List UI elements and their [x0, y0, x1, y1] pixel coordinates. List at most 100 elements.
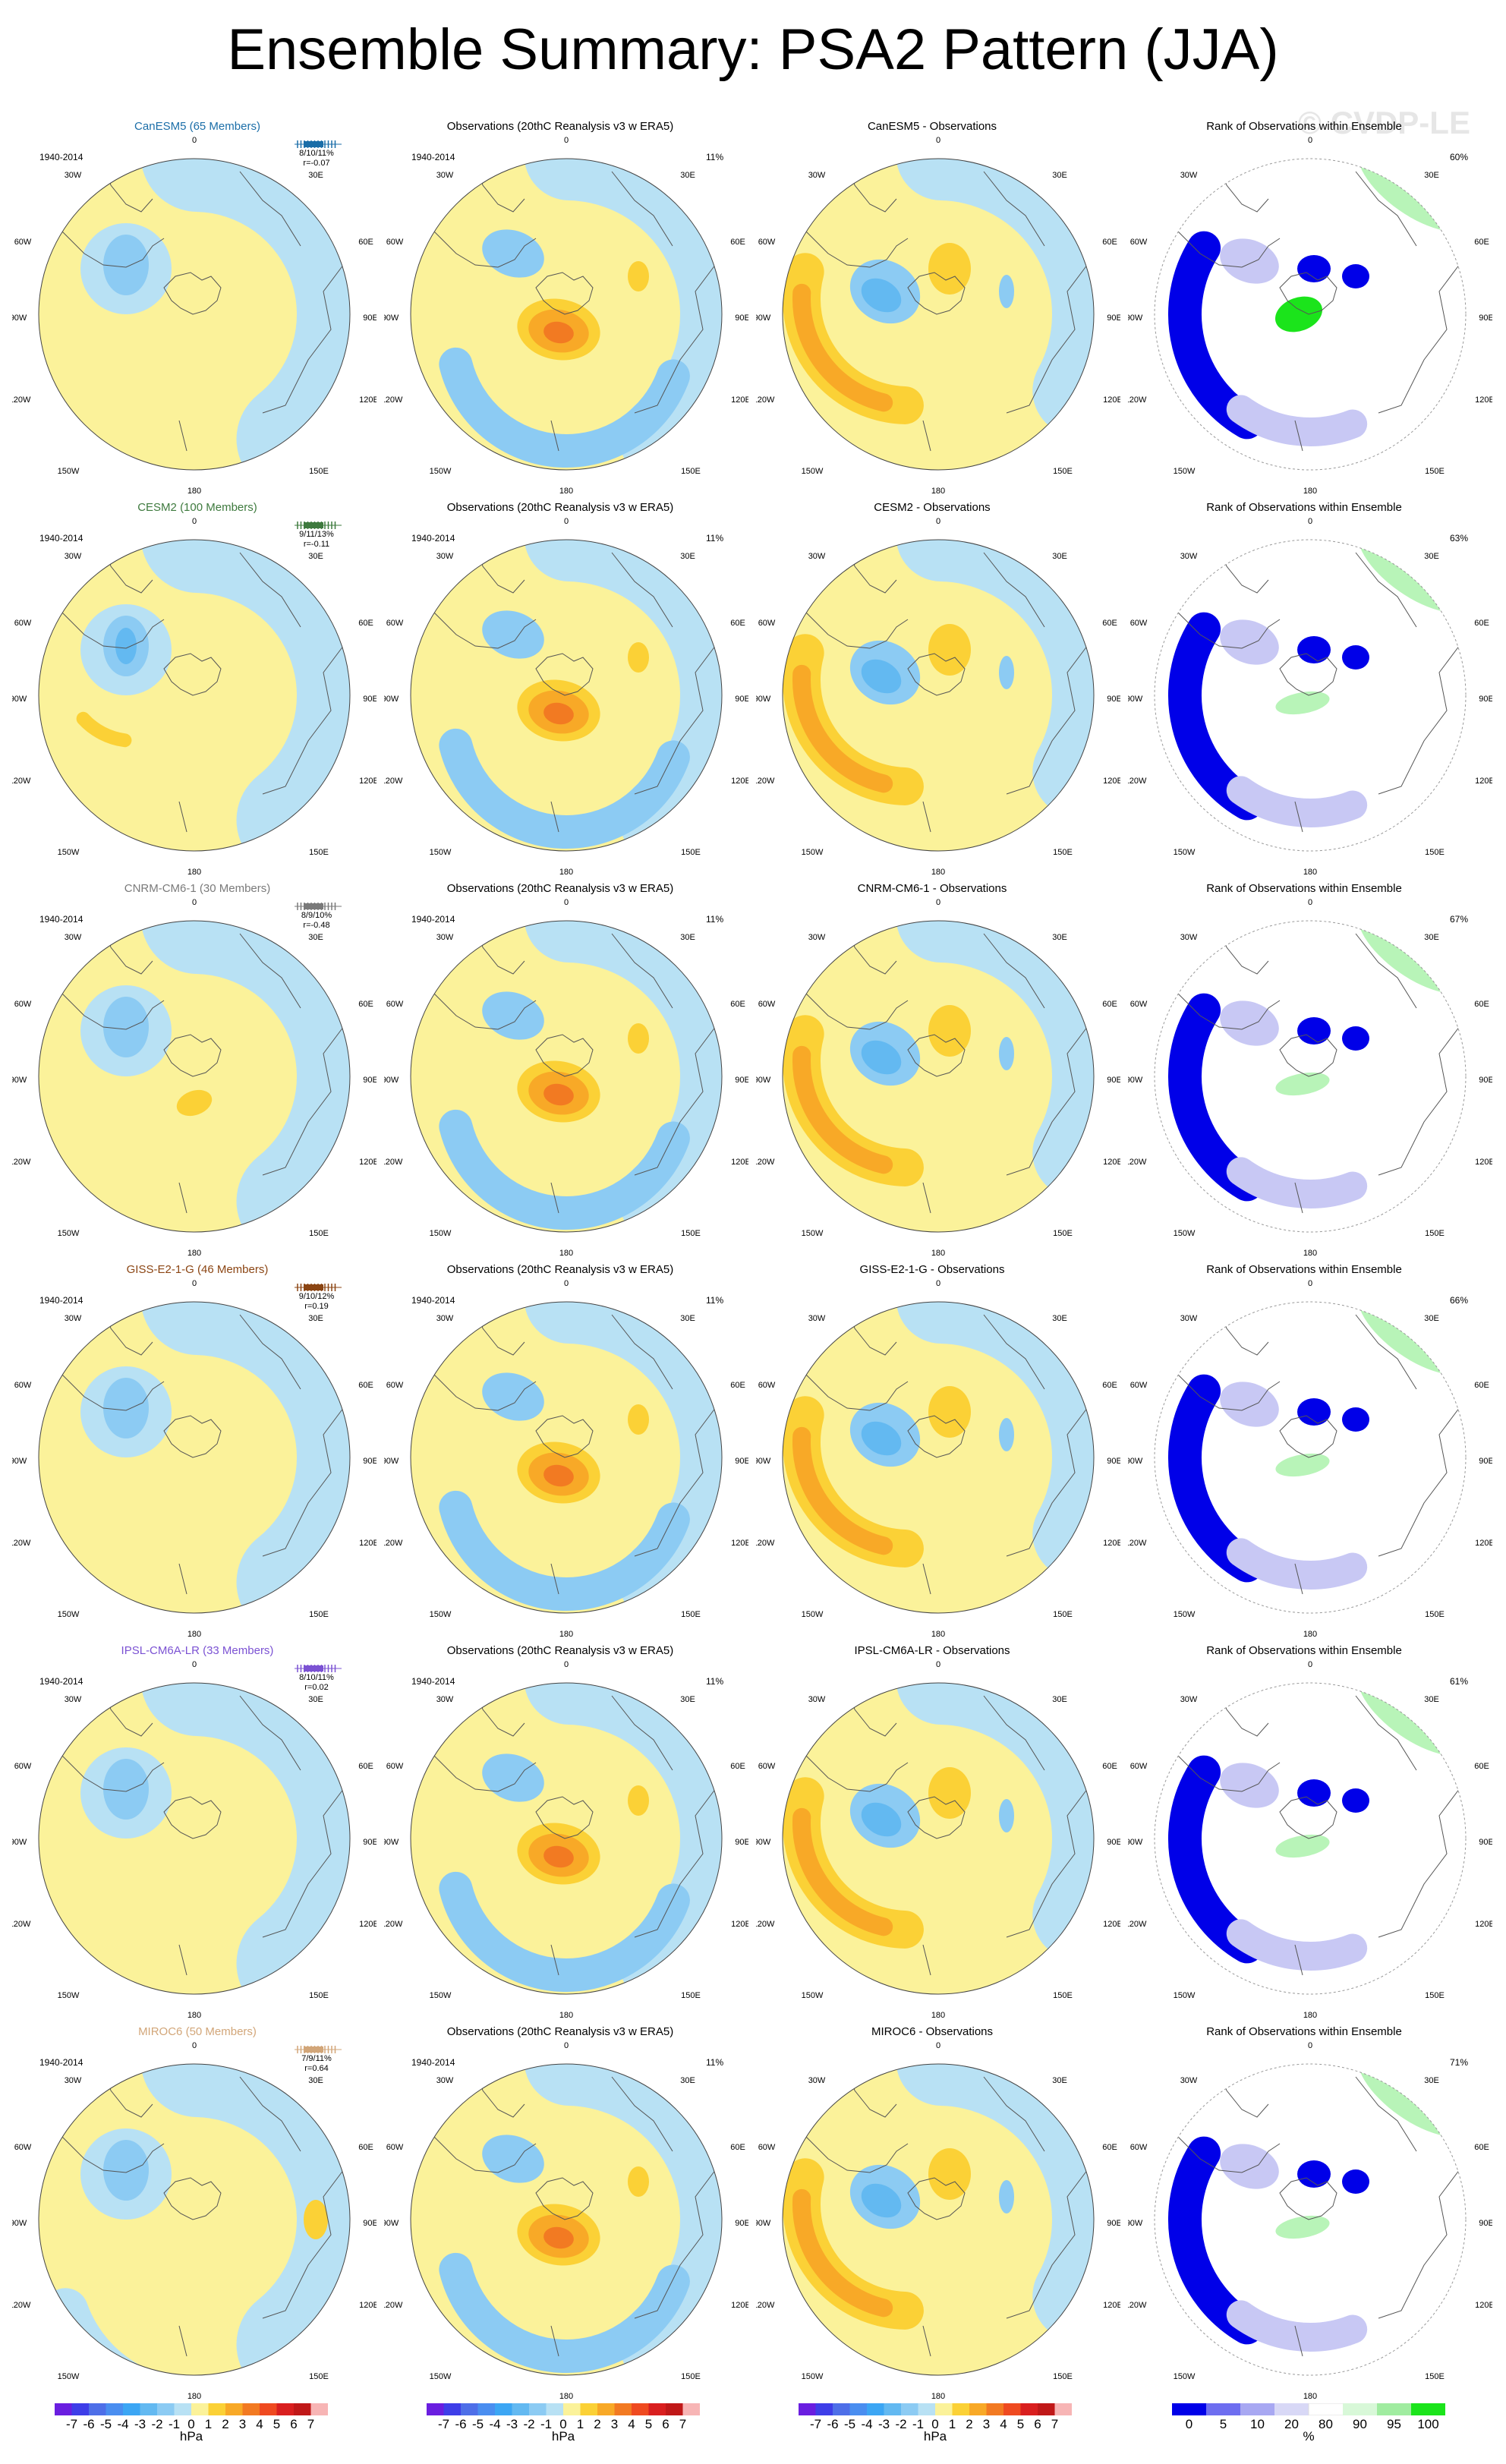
longitude-label-mid-left: 60W: [386, 1381, 404, 1390]
ensemble-stats: 8/10/11% r=-0.07: [290, 149, 343, 169]
ensemble-stats: 8/9/10% r=-0.48: [290, 911, 343, 931]
colorbar-tick-label: 6: [662, 2417, 670, 2431]
longitude-label-bottom-left: 150W: [1174, 1991, 1196, 2000]
model-title: CNRM-CM6-1 (30 Members): [124, 882, 271, 895]
colorbar-tick-label: -7: [65, 2417, 78, 2431]
longitude-label-top: 0: [564, 136, 569, 145]
antarctica-coastline: [163, 1034, 222, 1077]
longitude-label-mid-right: 60E: [358, 1381, 373, 1390]
map-boundary-circle: [782, 1301, 1095, 1614]
longitude-label-lower-left: 120W: [1128, 777, 1147, 786]
model-title: GISS-E2-1-G (46 Members): [126, 1263, 269, 1276]
longitude-label-left: 90W: [1128, 1838, 1143, 1847]
continent-coastlines: [786, 2067, 1091, 2357]
antarctica-coastline: [163, 272, 222, 315]
longitude-label-bottom-right: 150E: [1053, 467, 1073, 476]
rank-title: Rank of Observations within Ensemble: [1206, 501, 1402, 514]
longitude-label-bottom-left: 150W: [58, 1229, 80, 1238]
longitude-label-top: 0: [936, 1660, 940, 1669]
map-boundary-circle: [38, 1682, 351, 1995]
longitude-label-bottom-left: 150W: [430, 1229, 452, 1238]
negative-anomaly-region: [482, 1753, 544, 1802]
longitude-label-upper-right: 30E: [308, 552, 323, 561]
longitude-label-mid-right: 60E: [1102, 1762, 1117, 1771]
ensemble-pct-range: 7/9/11%: [301, 2054, 332, 2063]
longitude-label-bottom: 180: [1303, 487, 1317, 496]
longitude-label-bottom: 180: [559, 2392, 573, 2401]
longitude-label-upper-left: 30W: [436, 552, 454, 561]
longitude-label-lower-right: 120E: [1475, 777, 1492, 786]
longitude-label-top: 0: [936, 1279, 940, 1288]
longitude-label-lower-left: 120W: [12, 1158, 31, 1167]
longitude-label-lower-right: 120E: [731, 777, 748, 786]
negative-anomaly-core: [861, 659, 902, 694]
antarctica-coastline: [535, 2177, 594, 2220]
longitude-label-lower-right: 120E: [1103, 1539, 1120, 1548]
longitude-label-top: 0: [564, 517, 569, 526]
longitude-label-bottom-left: 150W: [802, 1610, 824, 1619]
obs-map: 0 30W 30E 60W 60E 90W 90E 120W 120E 150W 150E 180: [384, 1660, 748, 2020]
model-title: CanESM5 (65 Members): [134, 120, 260, 133]
rank-low-region-east: [1342, 645, 1369, 670]
continent-coastlines: [414, 2067, 719, 2357]
rank-low-band: [1168, 1755, 1264, 1964]
longitude-label-bottom: 180: [187, 868, 201, 877]
colorbar-tick-label: 3: [982, 2417, 991, 2431]
longitude-label-right: 90E: [735, 1457, 748, 1466]
ensemble-pct-range: 9/11/13%: [299, 530, 334, 539]
longitude-label-lower-right: 120E: [359, 1539, 376, 1548]
continent-coastlines: [786, 543, 1091, 833]
longitude-label-right: 90E: [1479, 2219, 1492, 2228]
longitude-label-upper-left: 30W: [1180, 1695, 1198, 1704]
period-label: 1940-2014: [39, 914, 83, 925]
longitude-label-lower-left: 120W: [1128, 1539, 1147, 1548]
longitude-label-mid-right: 60E: [1474, 1381, 1489, 1390]
model-map: 0 30W 30E 60W 60E 90W 90E 120W 120E 150W 150E 180: [12, 2041, 376, 2401]
longitude-label-bottom-right: 150E: [1053, 2372, 1073, 2381]
longitude-label-mid-left: 60W: [386, 619, 404, 628]
longitude-label-left: 90W: [756, 1838, 771, 1847]
ensemble-pct-range: 8/10/11%: [299, 1673, 334, 1682]
map-boundary-circle: [782, 1682, 1095, 1995]
longitude-label-right: 90E: [1479, 1076, 1492, 1085]
negative-anomaly-core: [103, 235, 149, 295]
longitude-label-mid-right: 60E: [730, 1000, 745, 1009]
longitude-label-upper-left: 30W: [808, 171, 826, 180]
longitude-label-top: 0: [192, 2041, 197, 2050]
pattern-correlation: r=0.64: [304, 2064, 329, 2073]
colorbar-swatch: [140, 2403, 158, 2415]
longitude-label-top: 0: [1308, 517, 1312, 526]
continent-coastlines: [1158, 1305, 1463, 1595]
longitude-label-lower-left: 120W: [756, 2301, 775, 2310]
model-panel-2: CESM2 (100 Members) 1940-2014 9/11/13% r=-0…: [0, 501, 376, 885]
longitude-label-upper-right: 30E: [308, 1695, 323, 1704]
colorbar-tick-label: -3: [877, 2417, 890, 2431]
longitude-label-lower-left: 120W: [384, 1539, 403, 1548]
longitude-label-top: 0: [936, 136, 940, 145]
negative-anomaly-east: [999, 1037, 1014, 1070]
difference-title: CanESM5 - Observations: [867, 120, 997, 133]
colorbar-swatch: [123, 2403, 140, 2415]
colorbar-tick-label: 4: [1000, 2417, 1007, 2431]
longitude-label-lower-left: 120W: [384, 395, 403, 405]
longitude-label-bottom: 180: [1303, 2011, 1317, 2020]
rank-percent: 63%: [1450, 533, 1469, 544]
longitude-label-mid-right: 60E: [1102, 2143, 1117, 2152]
longitude-label-bottom-right: 150E: [681, 1991, 701, 2000]
colorbar-swatch: [71, 2403, 90, 2415]
rank-mid-band: [1226, 1919, 1368, 1971]
longitude-label-lower-right: 120E: [1103, 1920, 1120, 1929]
colorbar-tick-label: -6: [827, 2417, 839, 2431]
page-title: Ensemble Summary: PSA2 Pattern (JJA): [227, 17, 1279, 82]
obs-map: 0 30W 30E 60W 60E 90W 90E 120W 120E 150W 150E 180: [384, 898, 748, 1258]
colorbar-swatch: [512, 2403, 530, 2415]
positive-anomaly-east: [628, 261, 649, 291]
colorbar-swatch: [632, 2403, 649, 2415]
obs-panel-3: Observations (20thC Reanalysis v3 w ERA5…: [372, 882, 748, 1266]
longitude-label-bottom-right: 150E: [1053, 1991, 1073, 2000]
longitude-label-lower-right: 120E: [359, 1920, 376, 1929]
longitude-label-bottom-left: 150W: [1174, 1229, 1196, 1238]
colorbar-swatch: [1274, 2403, 1309, 2415]
period-label: 1940-2014: [39, 533, 83, 544]
diff-panel-3: CNRM-CM6-1 - Observations 0 30W 30E 60W 60E 90…: [744, 882, 1120, 1266]
